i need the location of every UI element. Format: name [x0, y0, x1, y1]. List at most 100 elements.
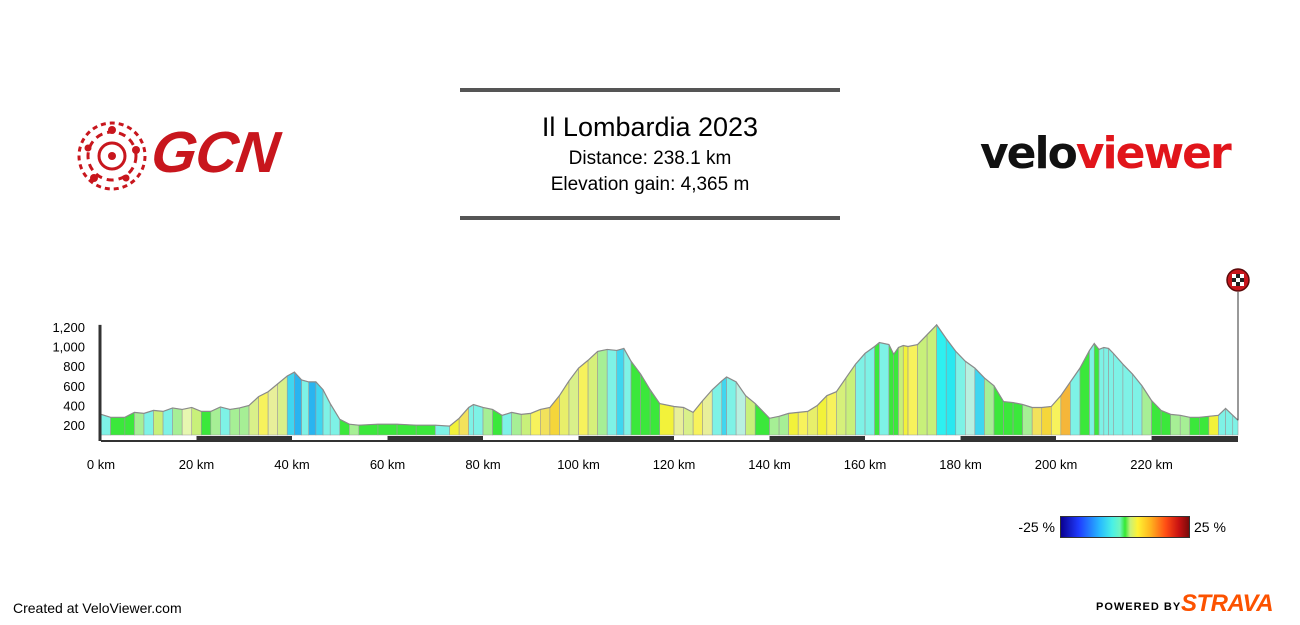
- checkered-flag-square: [1232, 278, 1236, 282]
- checkered-flag-square: [1232, 282, 1236, 286]
- legend-min-label: -25 %: [1018, 519, 1055, 535]
- elevation-gain-text: Elevation gain: 4,365 m: [550, 174, 750, 195]
- profile-segment: [172, 407, 183, 436]
- profile-segment: [1199, 415, 1210, 436]
- checkered-flag-square: [1236, 282, 1240, 286]
- profile-segment: [134, 412, 145, 436]
- profile-segment: [673, 406, 684, 436]
- profile-segment: [965, 360, 976, 436]
- x-tick-label: 60 km: [370, 457, 405, 472]
- distance-band: [196, 436, 293, 440]
- profile-segment: [286, 371, 295, 436]
- gradient-color-scale: [1060, 516, 1190, 538]
- veloviewer-logo: veloviewer: [980, 128, 1232, 179]
- x-tick-label: 220 km: [1130, 457, 1173, 472]
- profile-segment: [358, 423, 379, 436]
- x-tick-label: 140 km: [748, 457, 791, 472]
- profile-segment: [1070, 367, 1081, 436]
- profile-segment: [893, 346, 899, 436]
- title-bottom-rule: [460, 216, 840, 220]
- veloviewer-logo-part1: velo: [980, 128, 1078, 179]
- elevation-profile-chart: 200 400 600 800 1,000 1,200 0 km 20 km 40 km 60 k…: [52, 268, 1250, 472]
- profile-segment: [1003, 401, 1014, 436]
- x-tick-label: 40 km: [274, 457, 309, 472]
- x-tick-label: 120 km: [653, 457, 696, 472]
- legend-max-label: 25 %: [1194, 519, 1226, 535]
- profile-segment: [1122, 363, 1133, 436]
- profile-segment: [267, 383, 278, 436]
- profile-segment: [1108, 347, 1114, 436]
- profile-segment: [220, 406, 231, 436]
- title-top-rule: [460, 88, 840, 92]
- profile-segment: [143, 410, 154, 436]
- profile-segment: [640, 372, 651, 436]
- profile-segment: [788, 412, 799, 436]
- profile-segment: [468, 403, 474, 436]
- profile-segment: [162, 407, 173, 436]
- profile-segment: [898, 345, 904, 436]
- profile-segment: [248, 395, 259, 436]
- profile-segment: [415, 424, 436, 436]
- profile-segment: [836, 377, 847, 436]
- x-tick-label: 200 km: [1035, 457, 1078, 472]
- x-tick-label: 0 km: [87, 457, 115, 472]
- checkered-flag-square: [1240, 282, 1244, 286]
- profile-segment: [797, 411, 809, 436]
- profile-segment: [578, 359, 589, 436]
- profile-segment: [855, 352, 866, 436]
- y-tick-label: 1,200: [52, 320, 85, 335]
- profile-segment: [826, 391, 837, 436]
- powered-by-label: POWERED BY: [1096, 601, 1182, 613]
- x-axis-line: [101, 440, 1238, 442]
- profile-segment: [229, 407, 240, 436]
- profile-segment: [778, 412, 789, 436]
- profile-segment: [874, 341, 880, 436]
- profile-segment: [349, 423, 360, 436]
- checkered-flag-square: [1240, 274, 1244, 278]
- profile-segment: [1079, 350, 1090, 436]
- profile-segment: [482, 407, 493, 436]
- profile-segment: [587, 350, 598, 436]
- profile-segment: [1012, 402, 1023, 436]
- profile-segment: [124, 411, 135, 436]
- profile-segment: [769, 415, 780, 436]
- checkered-flag-square: [1236, 274, 1240, 278]
- checkered-flag-square: [1240, 278, 1244, 282]
- x-tick-label: 20 km: [179, 457, 214, 472]
- distance-band: [578, 436, 675, 440]
- gcn-logo-text: GCN: [147, 120, 283, 185]
- profile-segment: [1022, 404, 1033, 436]
- profile-segment: [258, 391, 269, 436]
- profile-segment: [181, 407, 193, 436]
- profile-segment: [936, 323, 947, 436]
- x-tick-label: 80 km: [465, 457, 500, 472]
- profile-segment: [396, 423, 417, 436]
- profile-segment: [845, 363, 856, 436]
- profile-segment: [879, 342, 890, 436]
- profile-segment: [955, 350, 966, 436]
- profile-segment: [540, 407, 551, 436]
- profile-segment: [191, 407, 202, 436]
- profile-segment: [721, 376, 727, 436]
- profile-segment: [315, 381, 324, 436]
- profile-segment: [1060, 380, 1071, 436]
- profile-segment: [606, 349, 618, 436]
- distance-band: [769, 436, 866, 440]
- profile-segment: [754, 402, 770, 436]
- profile-segment: [902, 345, 909, 436]
- profile-segment: [200, 411, 212, 436]
- profile-segment: [1170, 414, 1181, 436]
- profile-segment: [1089, 342, 1095, 436]
- profile-segment: [702, 388, 713, 436]
- created-at-credit[interactable]: Created at VeloViewer.com: [13, 600, 182, 616]
- x-tick-label: 100 km: [557, 457, 600, 472]
- profile-segment: [864, 345, 875, 436]
- distance-band: [960, 436, 1057, 440]
- profile-segment: [449, 417, 460, 436]
- profile-segment: [974, 367, 985, 436]
- profile-segment: [1189, 417, 1200, 436]
- profile-segment: [501, 411, 512, 436]
- profile-segment: [520, 413, 532, 436]
- profile-segment: [659, 403, 675, 436]
- y-tick-label: 400: [63, 399, 85, 414]
